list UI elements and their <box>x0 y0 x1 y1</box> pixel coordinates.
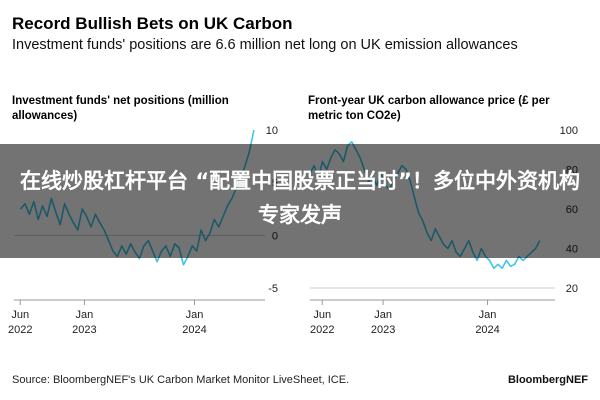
right-x-tick-year: 2022 <box>310 324 334 336</box>
left-x-tick-year: 2023 <box>72 324 96 336</box>
right-panel-title: Front-year UK carbon allowance price (£ … <box>308 95 550 122</box>
left-y-tick-label: -5 <box>268 283 278 295</box>
right-x-tick-label: Jan <box>479 309 497 321</box>
right-x-tick-label: Jan <box>374 309 392 321</box>
overlay-banner-text: 在线炒股杠杆平台 “配置中国股票正当时”！多位中外资机构专家发声 <box>20 169 580 227</box>
source-note: Source: BloombergNEF's UK Carbon Market … <box>12 374 350 386</box>
left-x-tick-year: 2022 <box>8 324 32 336</box>
left-x-tick-label: Jan <box>186 309 204 321</box>
right-x-tick-label: Jun <box>313 309 331 321</box>
right-y-tick-label: 20 <box>566 283 578 295</box>
right-x-tick-year: 2023 <box>371 324 395 336</box>
chart-subtitle: Investment funds' positions are 6.6 mill… <box>12 37 518 53</box>
chart-title: Record Bullish Bets on UK Carbon <box>12 14 293 33</box>
left-x-tick-year: 2024 <box>182 324 206 336</box>
left-x-tick-label: Jun <box>11 309 29 321</box>
brand-logo-text: BloombergNEF <box>507 374 588 386</box>
left-x-tick-label: Jan <box>76 309 94 321</box>
right-y-tick-label: 100 <box>560 125 578 137</box>
overlay-banner <box>0 144 600 258</box>
left-panel-title: Investment funds' net positions (million… <box>12 95 229 122</box>
left-y-tick-label: 10 <box>266 125 278 137</box>
right-x-tick-year: 2024 <box>475 324 499 336</box>
